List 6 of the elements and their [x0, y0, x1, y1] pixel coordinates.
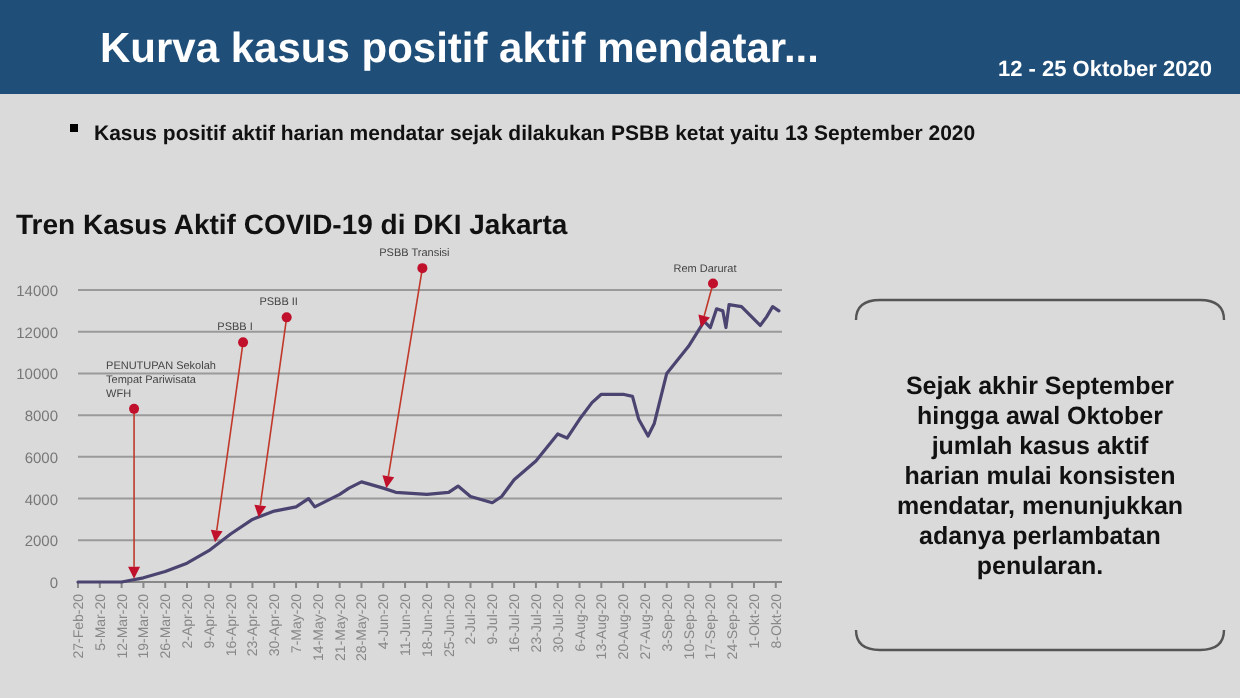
- text: Sejak akhir September hingga awal Oktober jumlah kasus aktif harian mulai konsisten mendatar, menunjukkan adanya perlambatan penularan.: [896, 372, 1184, 580]
- text: 12 - 25 Oktober 2020: [997, 58, 1212, 82]
- chart-title: Kurva kasus positif aktif mendatar...: [100, 26, 819, 72]
- chart-subtitle: Tren Kasus Aktif COVID-19 di DKI Jakarta: [16, 208, 568, 240]
- line-series: [76, 303, 781, 584]
- text: Kasus positif aktif harian mendatar sejak dilakukan PSBB ketat yaitu 13 September 2020: [94, 122, 976, 146]
